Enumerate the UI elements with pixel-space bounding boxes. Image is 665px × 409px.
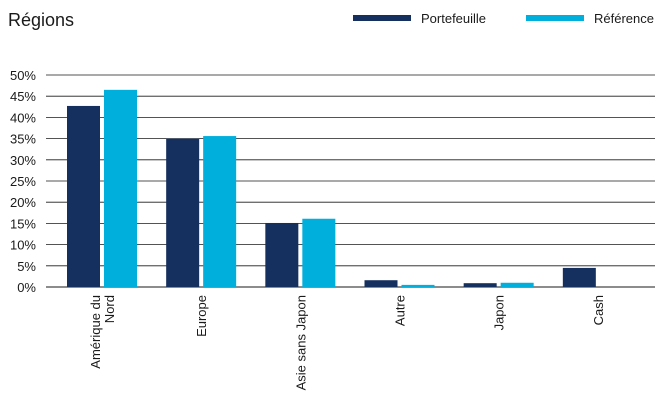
- x-category-label-line: Nord: [102, 295, 117, 323]
- legend-swatch-portefeuille: [353, 15, 411, 21]
- y-tick-label: 0%: [17, 280, 36, 295]
- y-tick-label: 40%: [10, 110, 36, 125]
- x-category-label-line: Europe: [194, 295, 209, 337]
- x-category-label-line: Amérique du: [88, 295, 103, 369]
- x-axis-categories: Amérique duNord Europe Asie sans Japon Autr…: [88, 295, 606, 390]
- bar-portefeuille: [265, 222, 299, 287]
- x-category-label: Asie sans Japon: [293, 295, 308, 390]
- y-tick-label: 20%: [10, 195, 36, 210]
- chart-title: Régions: [8, 10, 74, 30]
- bar-reference: [500, 282, 534, 287]
- x-category-label: Japon: [492, 295, 507, 330]
- y-tick-label: 10%: [10, 238, 36, 253]
- x-category-label-line: Japon: [492, 295, 507, 330]
- y-tick-label: 15%: [10, 216, 36, 231]
- y-tick-label: 25%: [10, 174, 36, 189]
- x-category-label: Autre: [393, 295, 408, 326]
- y-tick-label: 50%: [10, 68, 36, 83]
- bar-portefeuille: [364, 280, 398, 287]
- y-tick-label: 30%: [10, 153, 36, 168]
- x-category-label: Amérique duNord: [88, 295, 117, 369]
- bar-reference: [401, 284, 435, 287]
- legend: Portefeuille Référence: [353, 11, 654, 26]
- x-category-label: Cash: [591, 295, 606, 325]
- x-category-label-line: Asie sans Japon: [293, 295, 308, 390]
- y-tick-label: 5%: [17, 259, 36, 274]
- bar-portefeuille: [562, 267, 596, 287]
- legend-swatch-reference: [526, 15, 584, 21]
- y-tick-label: 35%: [10, 132, 36, 147]
- x-category-label: Europe: [194, 295, 209, 337]
- bars: [67, 89, 596, 288]
- x-category-label-line: Autre: [393, 295, 408, 326]
- bar-reference: [104, 89, 137, 287]
- y-axis-ticks: 0% 5% 10% 15% 20% 25% 30% 35% 40% 45% 50%: [10, 68, 36, 295]
- bar-portefeuille: [463, 283, 497, 287]
- x-category-label-line: Cash: [591, 295, 606, 325]
- gridlines: [46, 74, 655, 288]
- bar-portefeuille: [166, 138, 200, 287]
- bar-reference: [203, 136, 237, 287]
- bar-reference: [302, 218, 336, 287]
- bar-portefeuille: [67, 105, 100, 288]
- y-tick-label: 45%: [10, 89, 36, 104]
- legend-label-reference: Référence: [594, 11, 654, 26]
- legend-label-portefeuille: Portefeuille: [421, 11, 486, 26]
